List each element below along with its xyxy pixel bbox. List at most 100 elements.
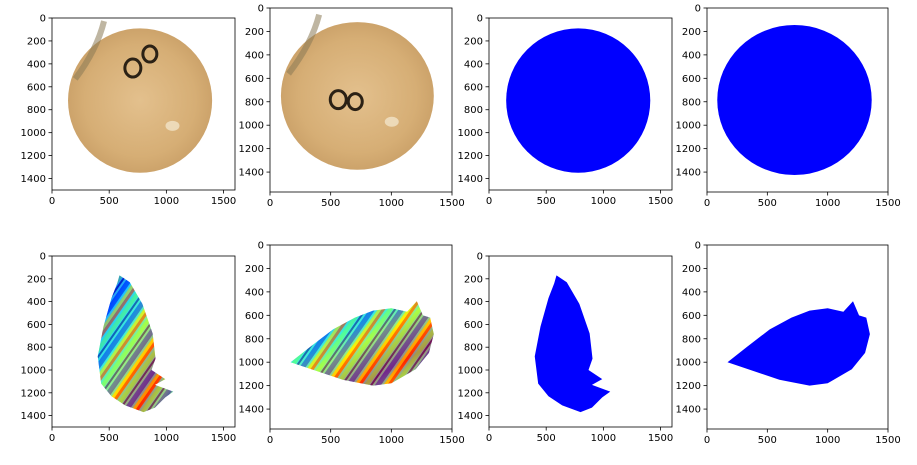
y-tick-label: 600 [682,74,701,85]
y-tick-label: 1000 [676,121,701,132]
y-tick-label: 400 [27,59,46,70]
y-tick-label: 200 [245,27,264,38]
y-tick-label: 800 [464,105,483,116]
x-tick-label: 500 [537,433,556,444]
y-tick-label: 800 [245,334,264,345]
x-tick-label: 500 [537,196,556,207]
y-tick-label: 200 [464,274,483,285]
x-tick-label: 1500 [875,198,900,209]
parchment-circle [68,28,213,173]
y-tick-label: 200 [245,264,264,275]
y-tick-label: 1200 [21,388,46,399]
y-tick-label: 1200 [458,388,483,399]
panel-6: 0 500 1000 1500 0 200 400 600 800 1000 1200 1400 [239,241,465,447]
panel-2: 0 500 1000 1500 0 200 400 600 800 1000 1200 1400 [239,4,465,210]
x-tick-label: 500 [321,435,340,446]
panel-8: 0 500 1000 1500 0 200 400 600 800 1000 1200 1400 [676,241,901,447]
x-tick-label: 1500 [211,196,236,207]
y-tick-label: 400 [682,50,701,61]
x-tick-label: 500 [758,435,777,446]
y-tick-label: 0 [40,252,46,263]
y-tick-label: 600 [245,311,264,322]
x-tick-label: 0 [267,198,273,209]
x-tick-label: 1000 [815,435,840,446]
y-tick-label: 200 [464,36,483,47]
y-tick-label: 400 [464,297,483,308]
y-tick-label: 0 [477,14,483,25]
x-tick-label: 1000 [154,433,179,444]
x-tick-label: 0 [486,433,492,444]
y-tick-label: 1400 [458,174,483,185]
x-tick-label: 1500 [648,196,673,207]
y-tick-label: 800 [464,343,483,354]
y-tick-label: 200 [27,274,46,285]
y-tick-label: 1000 [239,121,264,132]
y-tick-label: 1000 [676,358,701,369]
panel-4: 0 500 1000 1500 0 200 400 600 800 1000 1200 1400 [676,4,901,210]
y-tick-label: 600 [27,320,46,331]
stain-mark [72,20,107,81]
x-tick-label: 1500 [439,198,464,209]
x-tick-label: 1500 [648,433,673,444]
ink-glyph [123,57,143,79]
panel-7: 0 500 1000 1500 0 200 400 600 800 1000 1200 1400 [458,252,674,445]
stain-mark [286,13,323,76]
y-tick-label: 200 [27,36,46,47]
y-tick-label: 1000 [458,366,483,377]
y-tick-label: 1200 [239,144,264,155]
y-tick-label: 1400 [458,411,483,422]
y-tick-label: 0 [258,4,264,15]
x-tick-label: 500 [100,196,119,207]
y-tick-label: 600 [245,74,264,85]
y-tick-label: 800 [27,105,46,116]
x-tick-label: 1500 [875,435,900,446]
y-tick-label: 1200 [676,381,701,392]
y-tick-label: 1000 [458,128,483,139]
y-tick-label: 200 [682,27,701,38]
ink-glyph [141,44,159,64]
y-tick-label: 1200 [21,151,46,162]
y-tick-label: 800 [27,343,46,354]
x-tick-label: 1500 [211,433,236,444]
y-tick-label: 1400 [21,411,46,422]
y-tick-label: 1200 [676,144,701,155]
y-tick-label: 800 [245,97,264,108]
y-tick-label: 400 [682,287,701,298]
ink-glyph [346,92,364,112]
y-tick-label: 0 [40,14,46,25]
mask-circle [506,28,651,173]
warped-heatmap-overlay [97,275,174,413]
x-tick-label: 0 [49,433,55,444]
x-tick-label: 500 [758,198,777,209]
y-tick-label: 1000 [21,366,46,377]
y-tick-label: 600 [27,82,46,93]
y-tick-label: 600 [682,311,701,322]
y-tick-label: 1400 [676,168,701,179]
x-tick-label: 1000 [591,196,616,207]
y-tick-label: 800 [682,97,701,108]
mask-circle [717,24,872,176]
x-tick-label: 0 [486,196,492,207]
y-tick-label: 400 [27,297,46,308]
x-tick-label: 1000 [591,433,616,444]
parchment-circle [280,22,434,170]
y-tick-label: 1200 [458,151,483,162]
x-tick-label: 1000 [379,435,404,446]
y-tick-label: 0 [695,241,701,252]
y-tick-label: 400 [245,287,264,298]
y-tick-label: 1400 [239,405,264,416]
y-tick-label: 1000 [239,358,264,369]
x-tick-label: 1000 [379,198,404,209]
y-tick-label: 600 [464,82,483,93]
panel-5: 0 500 1000 1500 0 200 400 600 800 1000 1200 1400 [21,252,237,445]
x-tick-label: 0 [267,435,273,446]
x-tick-label: 1000 [815,198,840,209]
panel-3: 0 500 1000 1500 0 200 400 600 800 1000 1200 1400 [458,14,674,208]
warped-mask [534,275,611,413]
warped-mask [727,301,870,386]
y-tick-label: 1400 [21,174,46,185]
y-tick-label: 0 [695,4,701,15]
y-tick-label: 400 [464,59,483,70]
y-tick-label: 600 [464,320,483,331]
